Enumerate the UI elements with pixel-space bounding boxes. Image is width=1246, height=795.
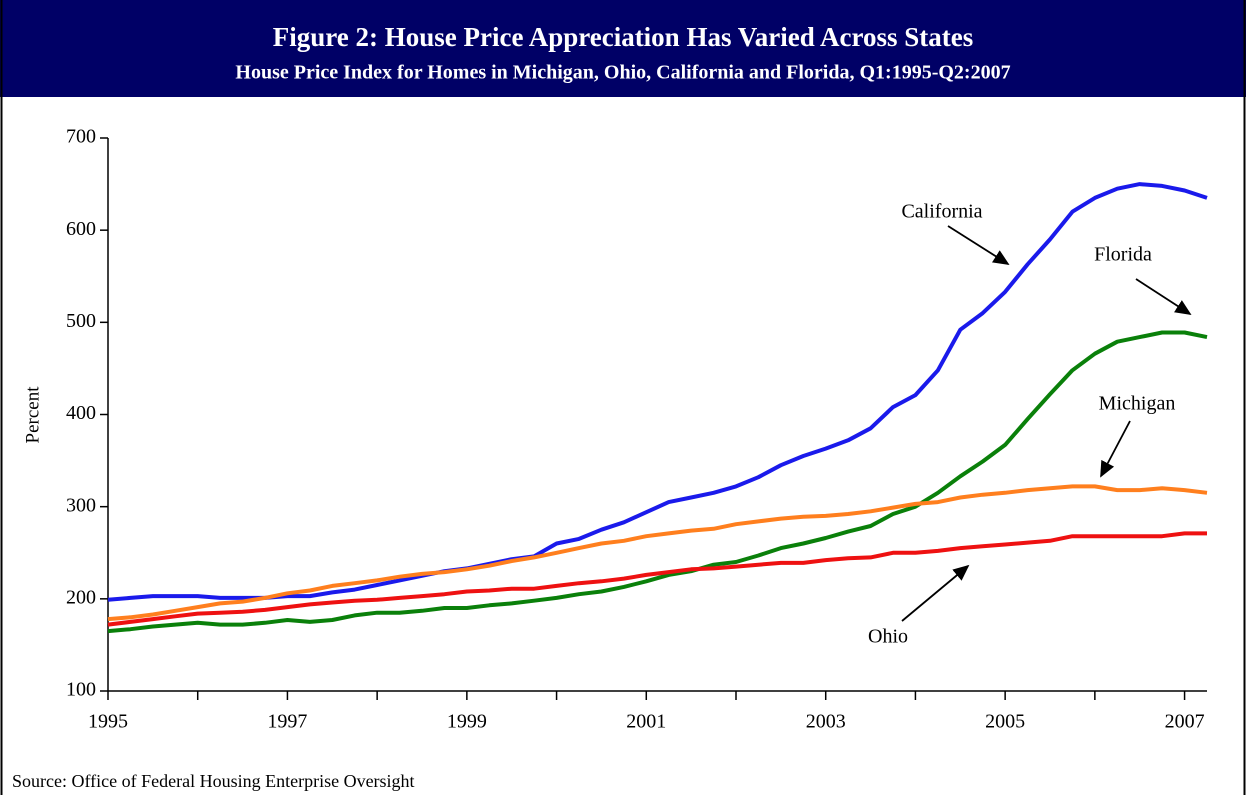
- y-tick-label: 400: [66, 402, 96, 424]
- series-line: [107, 330, 1208, 634]
- chart-title: Figure 2: House Price Appreciation Has V…: [273, 22, 973, 52]
- y-tick-label: 500: [66, 310, 96, 332]
- series-label: Michigan: [1099, 393, 1176, 415]
- x-tick-label: 2005: [985, 711, 1025, 733]
- y-tick-label: 600: [66, 218, 96, 240]
- annotation-arrow: [1135, 278, 1192, 315]
- y-tick-label: 200: [66, 586, 96, 608]
- series-line: [107, 531, 1207, 627]
- y-axis-label: Percent: [22, 386, 43, 444]
- series-line: [107, 182, 1208, 602]
- y-tick-label: 300: [66, 494, 96, 516]
- chart-subtitle: House Price Index for Homes in Michigan,…: [235, 62, 1010, 84]
- series-label: California: [901, 201, 982, 223]
- x-tick-label: 1995: [88, 711, 128, 733]
- series-line: [107, 484, 1208, 622]
- annotation-arrow: [1100, 420, 1131, 478]
- series-label: Ohio: [868, 626, 908, 648]
- x-tick-label: 2007: [1165, 711, 1205, 733]
- annotation-arrow: [901, 564, 970, 622]
- x-tick-label: 1997: [267, 711, 307, 733]
- x-tick-label: 2001: [626, 711, 666, 733]
- x-tick-label: 2003: [806, 711, 846, 733]
- y-tick-label: 100: [66, 679, 96, 701]
- source-note: Source: Office of Federal Housing Enterp…: [12, 771, 415, 791]
- x-tick-label: 1999: [447, 711, 487, 733]
- y-tick-label: 700: [66, 126, 96, 148]
- annotation-arrow: [947, 225, 1010, 265]
- series-label: Florida: [1094, 244, 1152, 266]
- header-bar: [0, 0, 1246, 97]
